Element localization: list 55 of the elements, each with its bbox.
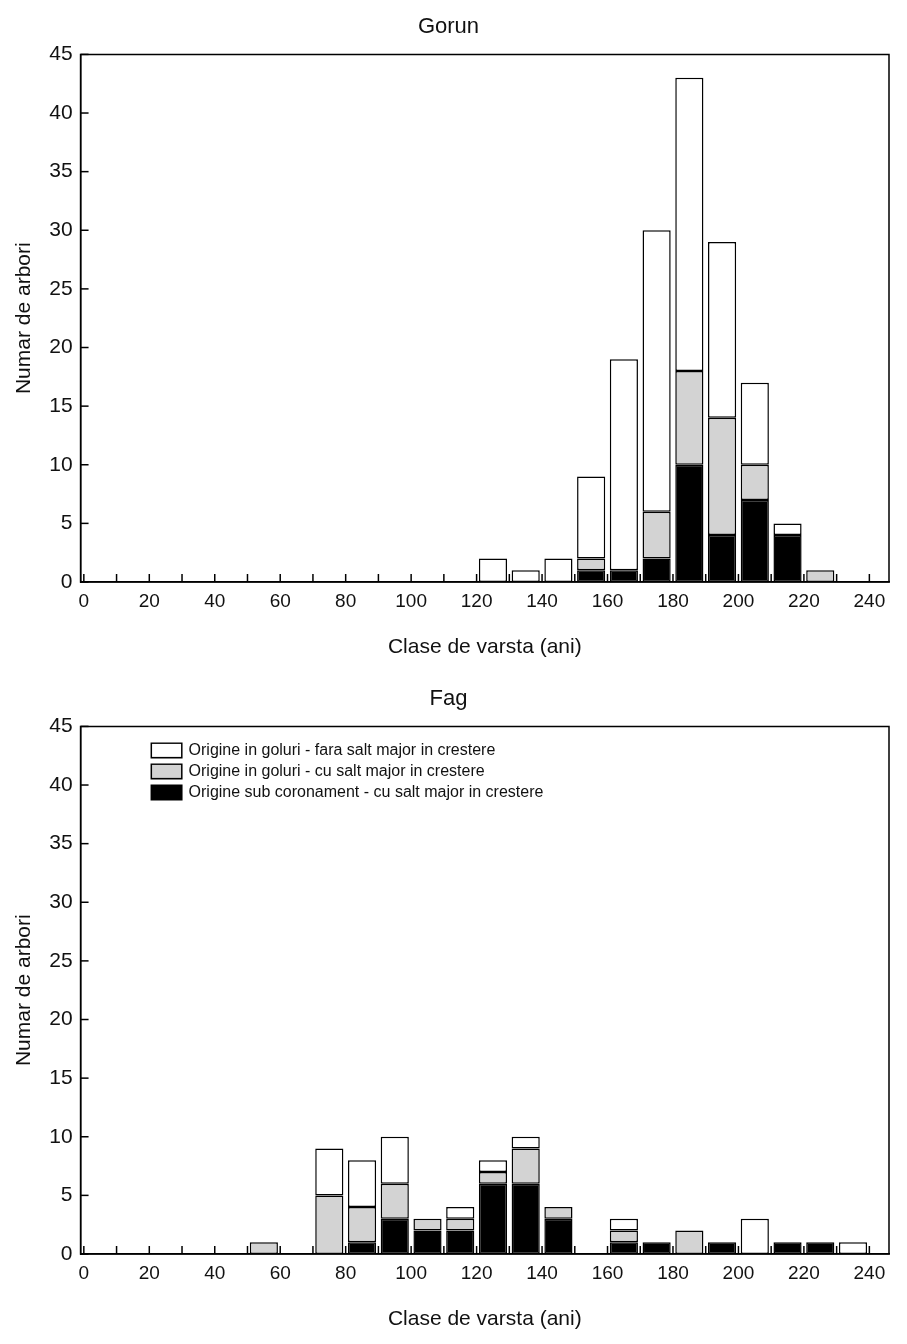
x-tick-label: 220	[788, 589, 820, 611]
x-tick-label: 200	[722, 589, 755, 611]
x-tick-label: 40	[204, 589, 226, 611]
x-tick-label: 240	[853, 1261, 886, 1283]
x-tick-label: 0	[78, 589, 90, 611]
x-tick-label: 20	[138, 589, 160, 611]
y-tick-label: 10	[49, 1123, 73, 1147]
x-tick-label: 100	[395, 1261, 427, 1283]
y-tick-label: 25	[49, 947, 73, 971]
y-tick-label: 35	[49, 830, 73, 854]
y-tick-label: 0	[60, 1240, 73, 1264]
y-tick-label: 25	[49, 275, 73, 299]
y-tick-label: 15	[49, 1064, 73, 1088]
x-tick-label: 80	[335, 1261, 357, 1283]
legend-label: Origine sub coronament - cu salt major in crestere	[188, 782, 544, 800]
y-tick-label: 40	[49, 99, 73, 123]
x-tick-label: 120	[460, 589, 493, 611]
x-tick-label: 60	[269, 1261, 291, 1283]
x-tick-label: 200	[722, 1261, 755, 1283]
x-tick-label: 40	[204, 1261, 226, 1283]
y-axis-title: Numar de arbori	[11, 914, 35, 1067]
x-tick-label: 140	[526, 589, 558, 611]
y-tick-label: 30	[49, 217, 73, 241]
y-tick-label: 45	[49, 41, 73, 65]
y-tick-label: 0	[60, 568, 73, 592]
y-tick-label: 45	[49, 713, 73, 737]
y-tick-label: 20	[49, 334, 73, 358]
y-tick-label: 40	[49, 771, 73, 795]
x-tick-label: 120	[460, 1261, 493, 1283]
x-tick-label: 220	[788, 1261, 820, 1283]
y-tick-label: 35	[49, 158, 73, 182]
x-tick-label: 180	[657, 1261, 689, 1283]
x-tick-label: 60	[269, 589, 291, 611]
y-axis-title: Numar de arbori	[11, 242, 35, 395]
x-axis-title: Clase de varsta (ani)	[387, 634, 582, 658]
x-tick-label: 20	[138, 1261, 160, 1283]
x-tick-label: 0	[78, 1261, 90, 1283]
y-tick-label: 5	[60, 510, 73, 534]
x-tick-label: 180	[657, 589, 689, 611]
x-tick-label: 240	[853, 589, 886, 611]
x-axis-title: Clase de varsta (ani)	[387, 1306, 582, 1330]
y-tick-label: 20	[49, 1006, 73, 1030]
x-tick-label: 160	[591, 1261, 624, 1283]
x-tick-label: 160	[591, 589, 624, 611]
x-tick-label: 140	[526, 1261, 558, 1283]
y-tick-label: 10	[49, 451, 73, 475]
chart-title: Gorun	[417, 13, 480, 39]
legend-label: Origine in goluri - fara salt major in crestere	[188, 740, 496, 758]
x-tick-label: 80	[335, 589, 357, 611]
y-tick-label: 30	[49, 889, 73, 913]
legend-label: Origine in goluri - cu salt major in crestere	[188, 761, 485, 779]
x-tick-label: 100	[395, 589, 427, 611]
chart-title: Fag	[429, 685, 468, 711]
y-tick-label: 5	[60, 1182, 73, 1206]
y-tick-label: 15	[49, 392, 73, 416]
